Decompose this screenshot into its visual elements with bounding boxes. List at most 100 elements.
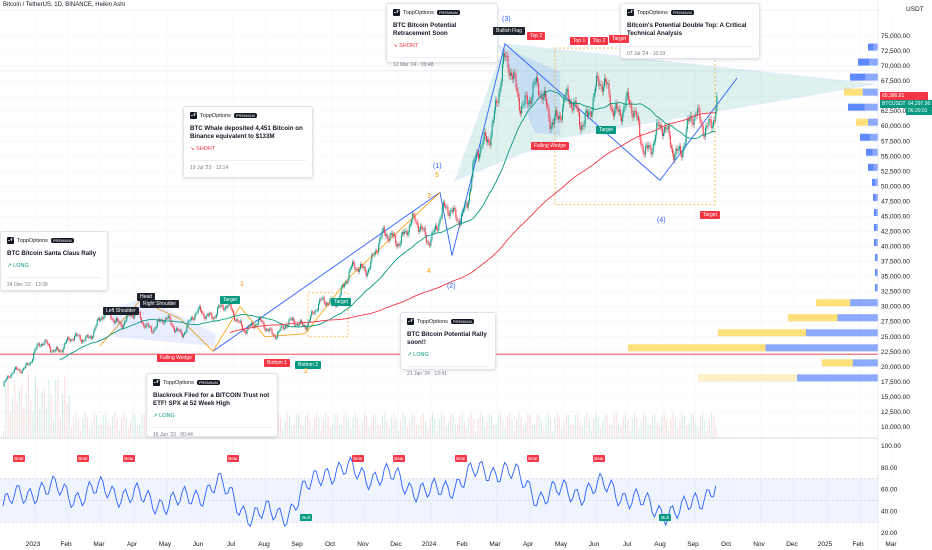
volume-profile-bar-blue [876,239,878,247]
volume-bar [588,419,590,437]
idea-card-retracement[interactable]: 𝓝 ToppOptions PREMIUM BTC Bitcoin Potentia… [386,3,498,68]
idea-card-blackrock[interactable]: 𝓝 ToppOptions PREMIUM Blackrock Filed for … [146,373,278,438]
candle-body [102,317,104,319]
tradingview-logo-icon: 𝓝 [153,379,160,386]
idea-card-rally-soon[interactable]: 𝓝 ToppOptions PREMIUM BTC Bitcoin Potentia… [400,312,496,377]
candle-body [627,91,629,100]
candle-body [675,148,677,155]
rsi-bear-label: Bear [228,456,238,461]
volume-profile-bar [698,374,797,382]
target-label-2: Target [331,298,351,306]
candle-body [692,122,694,125]
volume-bar [307,413,309,437]
volume-profile-bar [875,269,877,277]
rsi-bull-badge [659,514,671,521]
candle-body [442,202,444,208]
candle-body [617,108,619,112]
candle-body [52,350,54,352]
volume-bar [643,413,645,437]
candle-body [541,94,543,101]
candle-body [496,100,498,103]
volume-bar [37,387,39,437]
candle-body [672,148,674,154]
volume-bar [298,414,300,437]
candle-body [182,334,184,337]
candle-body [29,362,31,365]
volume-bar [686,425,688,437]
volume-bar [668,430,670,437]
candle-body [94,328,96,332]
wave-2p-label: (2) [447,283,456,290]
volume-bar [672,413,674,437]
volume-bar [656,422,658,437]
candle-body [207,314,209,316]
candle-body [244,330,246,332]
candle-body [279,329,281,331]
rsi-axis-tick: 60.00 [881,487,898,494]
left-shoulder-label: Left Shoulder [103,307,139,315]
candle-body [345,281,347,285]
candle-body [618,109,620,112]
volume-bar [332,422,334,437]
candle-body [89,336,91,338]
candle-body [426,242,428,244]
candle-body [441,207,443,217]
candle-body [156,320,158,327]
candle-body [240,320,242,326]
volume-bar [39,407,41,437]
candle-body [195,312,197,316]
candle-body [396,243,398,247]
candle-body [527,103,529,105]
volume-bar [640,420,642,437]
volume-bar [545,416,547,437]
candle-body [643,153,645,155]
candle-body [68,337,70,340]
candle-body [563,98,565,108]
candle-body [101,317,103,320]
candle-body [176,328,178,331]
wave-4-label: 4 [427,268,431,275]
candle-body [260,317,262,321]
volume-bar [456,424,458,437]
candle-body [190,317,192,320]
candle-body [642,145,644,154]
candle-body [362,266,364,268]
target-zone-1 [307,292,349,338]
card-side: LONG [413,352,429,358]
candle-body [206,314,208,316]
volume-bar [345,413,347,437]
candle-body [650,146,652,155]
candle-body [193,318,195,321]
drawings [0,42,878,355]
candle-body [657,122,659,124]
candle-body [7,376,9,379]
candle-body [311,311,313,316]
candle-body [424,228,426,235]
volume-bar [323,419,325,437]
volume-bar [125,417,127,437]
candle-body [50,347,52,352]
candle-body [428,242,430,244]
candle-body [10,374,12,378]
candle-body [425,234,427,243]
volume-profile-bar [822,359,853,367]
candle-body [98,318,100,321]
card-brand: ToppOptions [637,9,668,16]
candle-body [648,145,650,149]
candle-body [711,125,713,128]
idea-card-whale[interactable]: 𝓝 ToppOptions PREMIUM BTC Whale deposited … [183,106,313,178]
candle-body [450,209,452,211]
idea-card-santa-rally[interactable]: 𝓝 ToppOptions PREMIUM BTC Bitcoin Santa Cl… [0,231,108,291]
candle-body [440,216,442,220]
candle-body [514,72,516,75]
volume-bar [568,415,570,437]
tradingview-logo-icon: 𝓝 [627,9,634,16]
candle-body [66,340,68,343]
candle-body [565,91,567,99]
idea-card-double-top[interactable]: 𝓝 ToppOptions PREMIUM Bitcoin's Potential … [620,3,760,59]
candle-body [384,233,386,237]
card-title: BTC Bitcoin Santa Claus Rally [7,250,97,257]
volume-bar [595,413,597,437]
candle-body [433,229,435,233]
